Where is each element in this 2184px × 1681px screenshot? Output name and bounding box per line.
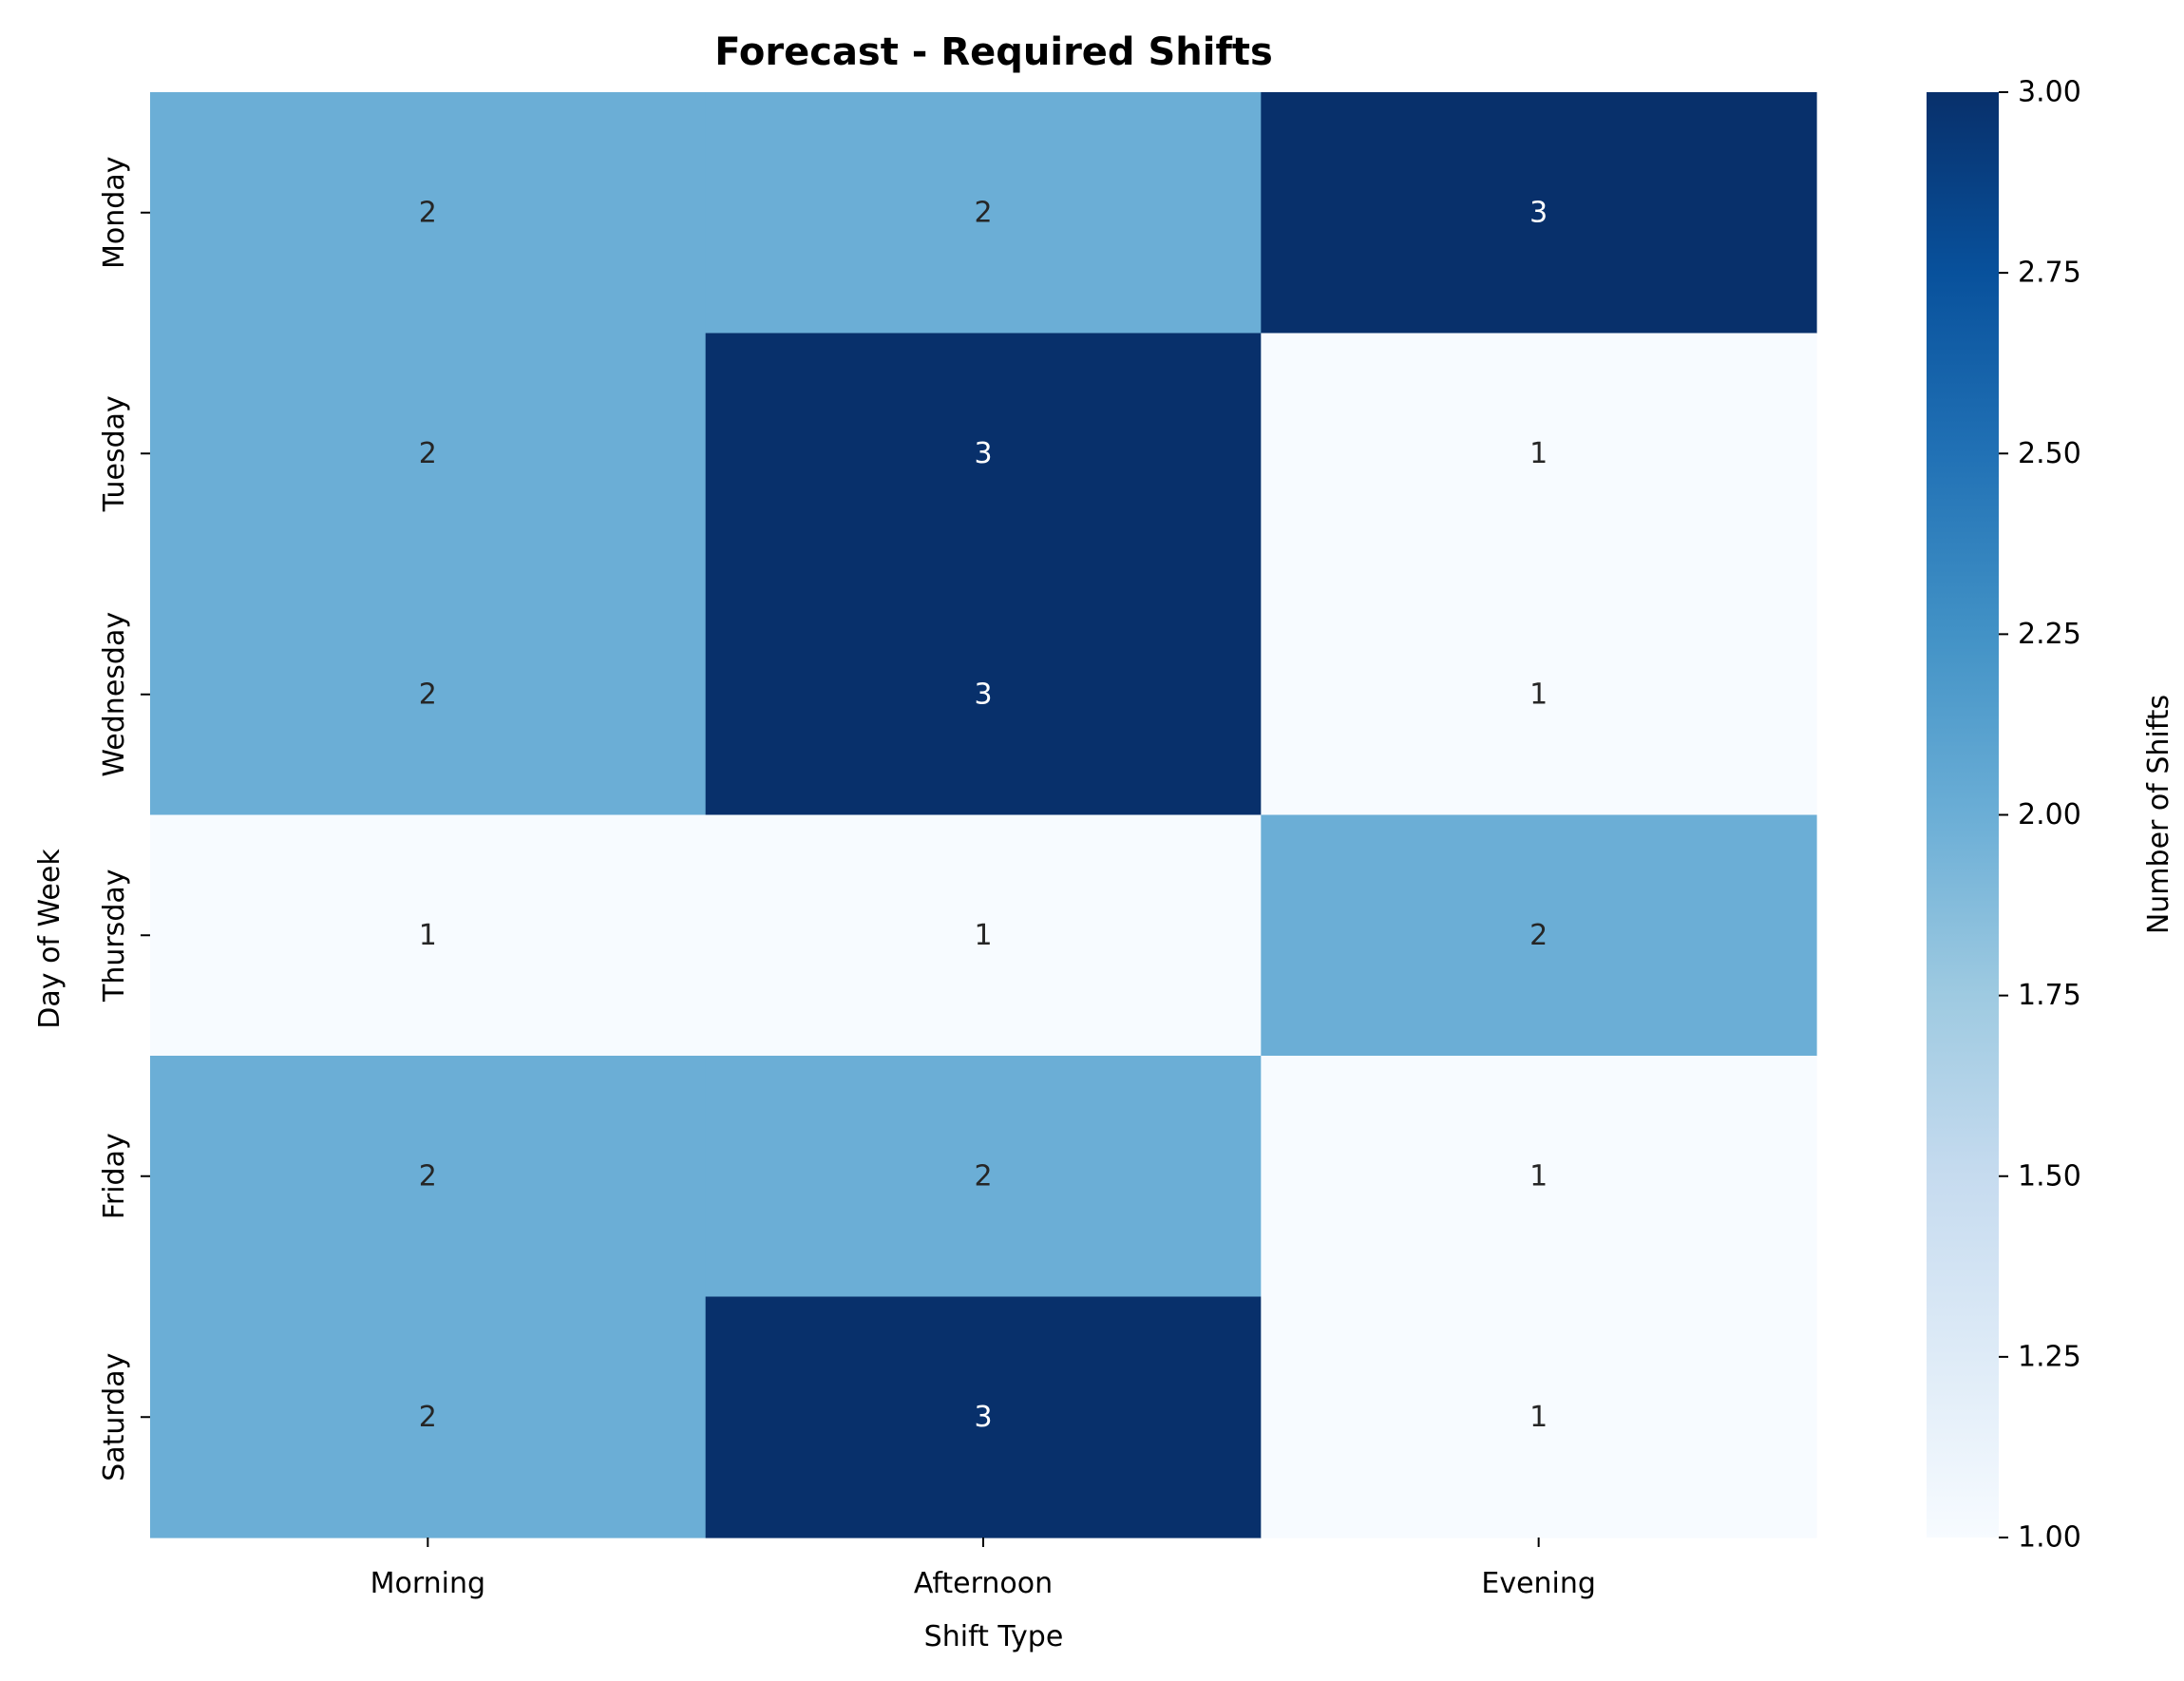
- heatmap-cell: [705, 92, 1262, 334]
- cell-value-label: 3: [974, 678, 992, 711]
- x-axis: Morning Afternoon Evening: [370, 1538, 1596, 1600]
- cell-value-label: 1: [1529, 437, 1548, 470]
- heatmap-cell: [705, 1056, 1262, 1298]
- cell-value-label: 2: [974, 196, 992, 229]
- cell-value-label: 2: [1529, 919, 1548, 952]
- y-tick-label: Thursday: [98, 869, 131, 1003]
- y-tick-label: Saturday: [98, 1353, 131, 1481]
- cell-value-label: 2: [974, 1159, 992, 1193]
- colorbar-tick-label: 1.25: [2018, 1340, 2081, 1373]
- cell-value-label: 2: [419, 437, 437, 470]
- heatmap-cell: [150, 814, 707, 1057]
- cell-value-label: 2: [419, 678, 437, 711]
- y-tick-label: Wednesday: [98, 612, 131, 777]
- cell-value-label: 2: [419, 1159, 437, 1193]
- colorbar-tick-label: 2.75: [2018, 257, 2081, 290]
- colorbar-label: Number of Shifts: [2142, 695, 2175, 934]
- x-tick-label: Morning: [370, 1567, 485, 1600]
- heatmap-cell: [1261, 814, 1817, 1057]
- heatmap-cell: [1261, 1056, 1817, 1298]
- y-tick-label: Tuesday: [98, 395, 131, 512]
- chart-title: Forecast - Required Shifts: [714, 30, 1273, 74]
- colorbar-tick-label: 1.50: [2018, 1159, 2081, 1193]
- colorbar-tick-label: 2.50: [2018, 437, 2081, 470]
- heatmap-cell: [150, 1056, 707, 1298]
- cell-value-label: 2: [419, 1401, 437, 1434]
- heatmap-cell: [150, 1296, 707, 1538]
- heatmap-cell: [1261, 574, 1817, 816]
- cell-value-label: 3: [974, 437, 992, 470]
- heatmap-cell: [1261, 333, 1817, 575]
- heatmap-cell: [150, 574, 707, 816]
- heatmap-cells: 2 2 3 2 3 1 2 3 1 1 1 2 2 2 1 2 3 1: [150, 92, 1817, 1538]
- heatmap-cell: [150, 92, 707, 334]
- heatmap-cell: [705, 333, 1262, 575]
- colorbar-tick-label: 3.00: [2018, 76, 2081, 109]
- x-tick-label: Afternoon: [914, 1567, 1053, 1600]
- heatmap-cell: [705, 1296, 1262, 1538]
- cell-value-label: 1: [1529, 678, 1548, 711]
- cell-value-label: 3: [1529, 196, 1548, 229]
- cell-value-label: 1: [419, 919, 437, 952]
- cell-value-label: 1: [1529, 1159, 1548, 1193]
- colorbar-tick-label: 1.00: [2018, 1521, 2081, 1555]
- y-tick-label: Monday: [98, 157, 131, 269]
- colorbar-tick-label: 1.75: [2018, 979, 2081, 1012]
- y-tick-label: Friday: [98, 1133, 131, 1219]
- cell-value-label: 2: [419, 196, 437, 229]
- heatmap-cell: [150, 333, 707, 575]
- colorbar-tick-label: 2.00: [2018, 798, 2081, 831]
- heatmap-cell: [705, 574, 1262, 816]
- colorbar-tick-label: 2.25: [2018, 618, 2081, 651]
- x-tick-label: Evening: [1481, 1567, 1596, 1600]
- cell-value-label: 1: [974, 919, 992, 952]
- y-axis-label: Day of Week: [33, 849, 66, 1029]
- x-axis-label: Shift Type: [924, 1620, 1064, 1653]
- y-axis: Monday Tuesday Wednesday Thursday Friday Satu…: [98, 157, 150, 1481]
- cell-value-label: 1: [1529, 1401, 1548, 1434]
- colorbar: [1927, 92, 1999, 1538]
- heatmap-cell: [705, 814, 1262, 1057]
- cell-value-label: 3: [974, 1401, 992, 1434]
- heatmap-cell: [1261, 1296, 1817, 1538]
- colorbar-ticks: 1.00 1.25 1.50 1.75 2.00 2.25 2.50 2.75 3.00: [1999, 76, 2081, 1555]
- heatmap-cell: [1261, 92, 1817, 334]
